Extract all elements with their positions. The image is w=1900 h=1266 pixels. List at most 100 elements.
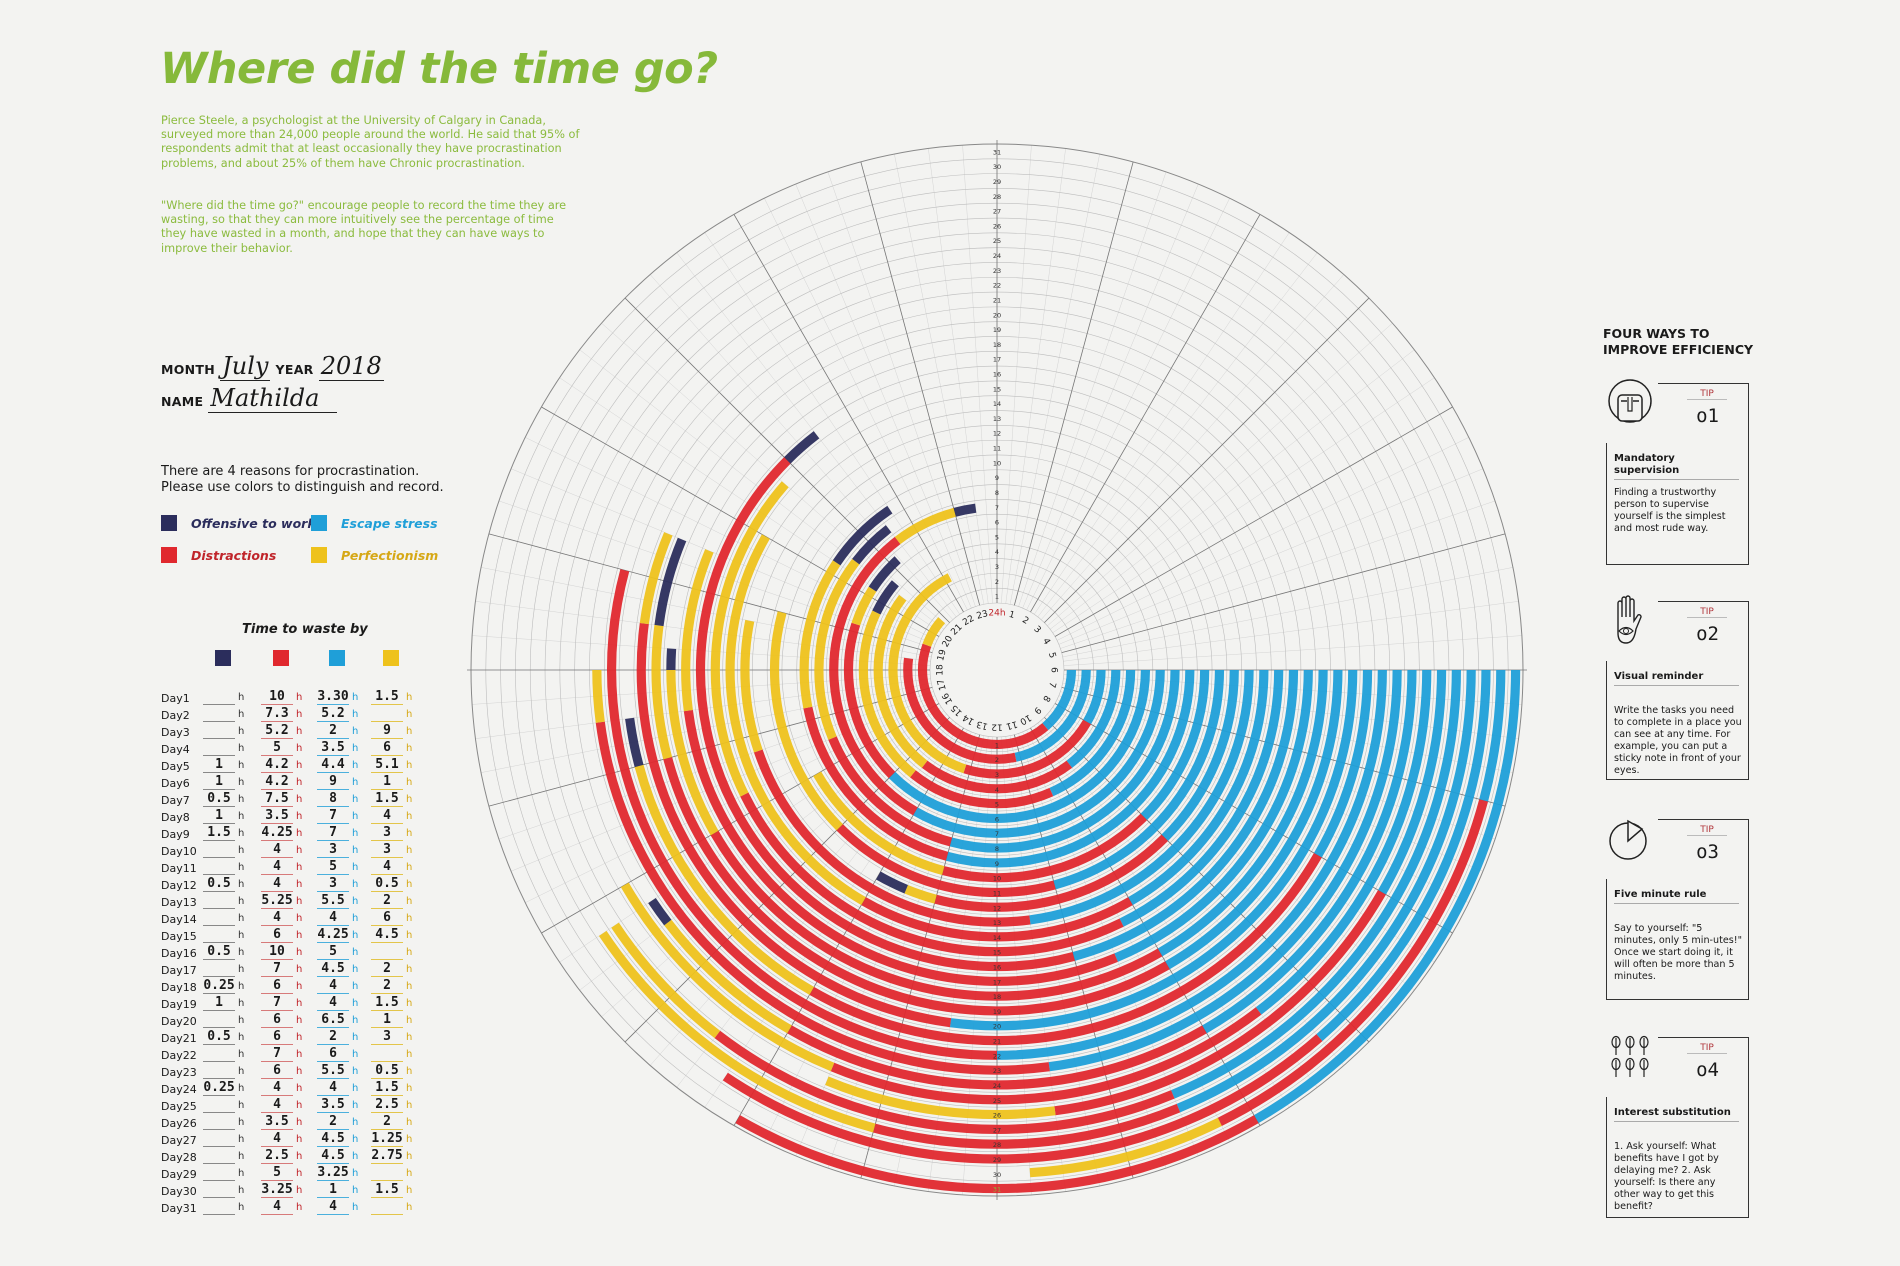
legend-label: Escape stress xyxy=(341,515,438,531)
day-ring-label: 25 xyxy=(993,1097,1001,1105)
hours-value: 4 xyxy=(317,911,349,926)
hours-cell: 3.5 h xyxy=(261,809,317,824)
day-label: Day22 xyxy=(161,1049,197,1062)
day-ring-label: 24 xyxy=(993,1082,1001,1090)
hours-value: 2 xyxy=(371,1115,403,1130)
unit-label: h xyxy=(296,998,303,1009)
hours-cell: h xyxy=(203,741,259,756)
hours-value: 4.5 xyxy=(317,1149,349,1164)
hour-label: 14 xyxy=(961,712,976,727)
bar-offensive-to-work xyxy=(625,717,644,768)
bar-distractions xyxy=(714,1030,1175,1134)
bar-offensive-to-work xyxy=(784,431,820,464)
day-ring-label: 20 xyxy=(993,1023,1001,1031)
day-ring-label: 6 xyxy=(995,519,999,527)
hours-value: 2 xyxy=(371,979,403,994)
hours-cell: 0.5 h xyxy=(203,945,259,960)
legend-item-offensive: Offensive to work xyxy=(161,515,316,531)
hours-cell: h xyxy=(203,1149,259,1164)
unit-label: h xyxy=(406,930,413,941)
day-label: Day18 xyxy=(161,981,197,994)
column-swatch-perfectionism xyxy=(383,650,399,666)
day-ring-label: 2 xyxy=(995,756,999,764)
unit-label: h xyxy=(352,1202,359,1213)
hours-value: 4.2 xyxy=(261,758,293,773)
unit-label: h xyxy=(352,743,359,754)
table-row: Day28 h 2.5 h 4.5 h 2.75 h xyxy=(161,1149,461,1166)
hours-value: 2.75 xyxy=(371,1148,403,1164)
unit-label: h xyxy=(406,845,413,856)
legend-label: Distractions xyxy=(191,547,277,563)
grid-tick xyxy=(764,198,968,611)
hours-cell: h xyxy=(203,1098,259,1113)
day-ring-label: 31 xyxy=(993,148,1001,156)
unit-label: h xyxy=(352,879,359,890)
hours-value: 2 xyxy=(317,1115,349,1130)
bar-perfectionism xyxy=(598,930,876,1133)
hours-value xyxy=(203,928,235,943)
hours-cell: 1.5 h xyxy=(371,1183,427,1198)
bar-distractions xyxy=(918,643,1049,749)
day-label: Day19 xyxy=(161,998,197,1011)
unit-label: h xyxy=(296,1015,303,1026)
day-ring-label: 13 xyxy=(993,919,1001,927)
day-label: Day11 xyxy=(161,862,197,875)
unit-label: h xyxy=(296,1202,303,1213)
hours-value: 5.25 xyxy=(261,893,293,909)
day-ring-label: 7 xyxy=(995,830,999,838)
bar-distractions xyxy=(1217,799,1489,1126)
table-row: Day23 h 6 h 5.5 h 0.5 h xyxy=(161,1064,461,1081)
day-ring-label: 15 xyxy=(993,385,1001,393)
hour-label: 12 xyxy=(991,722,1002,732)
bar-distractions xyxy=(722,1034,1323,1164)
table-row: Day30 h 3.25 h 1 h 1.5 h xyxy=(161,1183,461,1200)
hours-value: 5.5 xyxy=(317,1064,349,1079)
day-ring-label: 1 xyxy=(995,741,999,749)
bar-distractions xyxy=(735,1115,1259,1194)
day-label: Day20 xyxy=(161,1015,197,1028)
unit-label: h xyxy=(352,930,359,941)
hours-cell: 0.5 h xyxy=(203,792,259,807)
tip-card: TIP o4 Interest substitution 1. Ask your… xyxy=(1606,1035,1749,1218)
hour-label: 4 xyxy=(1040,637,1052,647)
day-ring-label: 16 xyxy=(993,964,1001,972)
unit-label: h xyxy=(352,1066,359,1077)
unit-label: h xyxy=(238,760,245,771)
day-ring-label: 26 xyxy=(993,222,1001,230)
bar-escape-stress xyxy=(1479,669,1506,802)
grid-tick xyxy=(704,232,960,615)
hours-value: 9 xyxy=(317,775,349,790)
hour-label: 1 xyxy=(1008,610,1016,621)
day-ring-label: 24 xyxy=(993,252,1001,260)
table-row: Day3 h 5.2 h 2 h 9 h xyxy=(161,724,461,741)
unit-label: h xyxy=(406,1015,413,1026)
hours-cell: 0.5 h xyxy=(203,1030,259,1045)
reasons-line: There are 4 reasons for procrastination. xyxy=(161,464,420,479)
day-ring-label: 28 xyxy=(993,1141,1001,1149)
unit-label: h xyxy=(296,1032,303,1043)
hours-value: 7 xyxy=(261,996,293,1011)
bar-perfectionism xyxy=(851,586,877,626)
hours-value xyxy=(203,894,235,909)
hours-value: 4 xyxy=(261,860,293,875)
bar-escape-stress xyxy=(913,669,1165,838)
hours-value xyxy=(203,1183,235,1198)
bar-escape-stress xyxy=(949,669,1358,1031)
bar-distractions xyxy=(809,852,1322,1046)
bar-escape-stress xyxy=(1066,669,1121,768)
tip-number: o1 xyxy=(1696,405,1719,427)
hours-value: 5.5 xyxy=(317,894,349,909)
hours-cell: h xyxy=(203,707,259,722)
unit-label: h xyxy=(406,981,413,992)
hour-spoke xyxy=(733,214,964,613)
